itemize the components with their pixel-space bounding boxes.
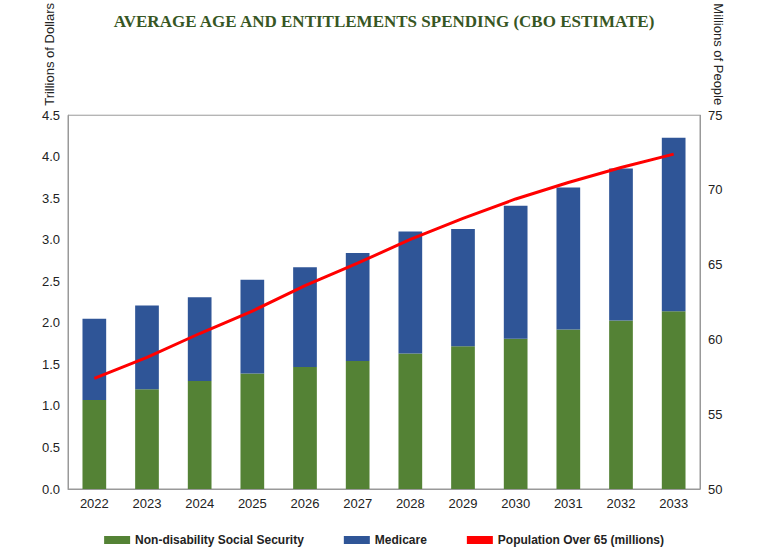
svg-text:2022: 2022 (80, 496, 109, 511)
svg-text:2029: 2029 (449, 496, 478, 511)
svg-text:2030: 2030 (501, 496, 530, 511)
svg-text:2027: 2027 (343, 496, 372, 511)
svg-text:65: 65 (708, 257, 722, 272)
svg-text:0.0: 0.0 (42, 482, 60, 497)
svg-text:75: 75 (708, 108, 722, 123)
svg-text:2.0: 2.0 (42, 315, 60, 330)
svg-text:2023: 2023 (133, 496, 162, 511)
svg-text:60: 60 (708, 332, 722, 347)
svg-text:Population Over 65 (millions): Population Over 65 (millions) (498, 533, 664, 547)
svg-text:2.5: 2.5 (42, 274, 60, 289)
svg-text:50: 50 (708, 482, 722, 497)
svg-text:2032: 2032 (607, 496, 636, 511)
svg-text:2028: 2028 (396, 496, 425, 511)
svg-text:2033: 2033 (659, 496, 688, 511)
svg-text:1.5: 1.5 (42, 357, 60, 372)
svg-text:Trillions of Dollars: Trillions of Dollars (42, 3, 57, 106)
svg-text:1.0: 1.0 (42, 398, 60, 413)
svg-text:Millions of People: Millions of People (711, 3, 726, 105)
svg-text:Non-disability Social Security: Non-disability Social Security (135, 533, 304, 547)
svg-text:2031: 2031 (554, 496, 583, 511)
svg-text:AVERAGE AGE AND ENTITLEMENTS S: AVERAGE AGE AND ENTITLEMENTS SPENDING (C… (114, 12, 655, 31)
svg-text:0.5: 0.5 (42, 440, 60, 455)
svg-text:70: 70 (708, 182, 722, 197)
svg-text:Medicare: Medicare (375, 533, 427, 547)
svg-text:2025: 2025 (238, 496, 267, 511)
svg-text:55: 55 (708, 407, 722, 422)
svg-text:2024: 2024 (185, 496, 214, 511)
svg-text:2026: 2026 (291, 496, 320, 511)
svg-text:4.5: 4.5 (42, 108, 60, 123)
svg-text:3.5: 3.5 (42, 191, 60, 206)
svg-text:4.0: 4.0 (42, 149, 60, 164)
svg-text:3.0: 3.0 (42, 232, 60, 247)
